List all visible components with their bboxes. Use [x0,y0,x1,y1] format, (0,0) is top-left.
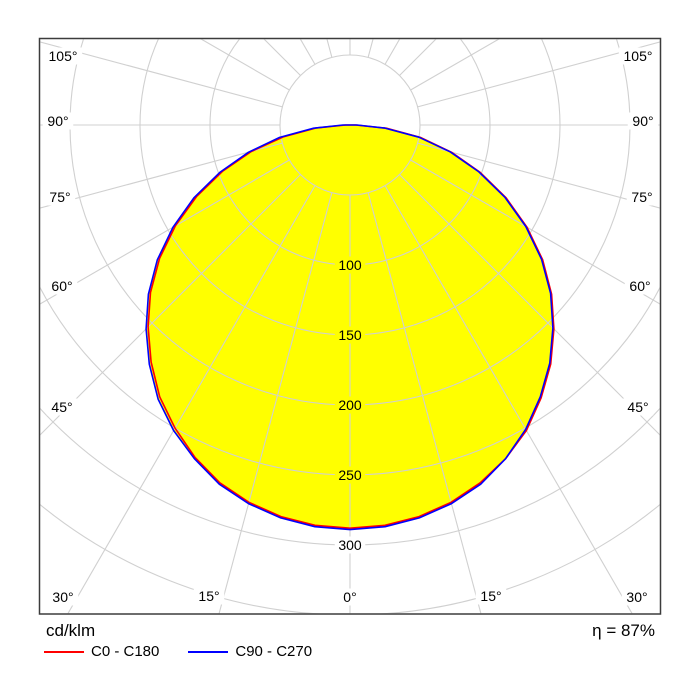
angle-label-0-105°: 105° [49,48,78,64]
angle-label-7-0°: 0° [343,589,356,605]
ring-label-250-halo [334,466,366,484]
angle-label-14-105°-halo [618,47,658,65]
legend-item-c0-c180: C0 - C180 [44,643,159,660]
angle-label-1-90°-halo [42,112,74,130]
grid-spoke-30 [384,185,633,614]
grid-spoke-255 [40,41,283,108]
angle-label-8-15°-halo [475,587,507,605]
ring-label-100: 100 [338,257,362,273]
legend: C0 - C180 C90 - C270 [44,643,341,660]
ring-label-100-halo [334,256,366,274]
ring-label-150: 150 [338,327,362,343]
grid-spoke-45 [399,174,660,436]
angle-label-4-45°-halo [46,398,78,416]
grid-spoke-15 [367,192,482,614]
c0-c180-line-swatch [44,650,84,653]
grid-spoke-195 [326,39,333,58]
angle-label-2-75°-halo [44,188,76,206]
ring-label-200: 200 [338,397,362,413]
angle-label-9-30°: 30° [626,589,647,605]
grid-spoke-60 [410,159,660,305]
c90-c270-line-swatch [188,650,229,653]
angle-label-11-60°: 60° [629,278,650,294]
curve-c90-c270 [145,124,554,531]
grid-spoke-120 [410,39,500,91]
grid-spoke-330 [67,185,316,614]
angle-label-13-90°-halo [627,112,659,130]
angle-label-0-105°-halo [43,47,83,65]
plot-border [38,37,662,615]
angle-label-2-75°: 75° [49,189,70,205]
angle-label-11-60°-halo [624,277,656,295]
angle-label-12-75°: 75° [631,189,652,205]
grid-spoke-165 [367,39,374,58]
angle-label-6-15°-halo [193,587,225,605]
angle-label-10-45°-halo [622,398,654,416]
angle-label-13-90°: 90° [632,113,653,129]
ring-label-200-halo [334,396,366,414]
grid-spoke-285 [40,142,283,209]
angle-label-5-30°-halo [47,588,79,606]
grid-spoke-345 [218,192,333,614]
angle-label-14-105°: 105° [624,48,653,64]
legend-label-c90-c270: C90 - C270 [235,643,313,660]
angle-label-5-30°: 30° [52,589,73,605]
unit-label: cd/klm [46,621,96,640]
angle-label-9-30°-halo [621,588,653,606]
legend-item-c90-c270: C90 - C270 [188,643,312,660]
angle-label-3-60°-halo [46,277,78,295]
angle-label-8-15°: 15° [480,588,501,604]
efficiency-label: η = 87% [592,621,655,640]
angle-label-10-45°: 45° [627,399,648,415]
ring-label-250: 250 [338,467,362,483]
ring-label-300-halo [334,536,366,554]
legend-label-c0-c180: C0 - C180 [91,643,160,660]
angle-label-1-90°: 90° [47,113,68,129]
grid-spoke-300 [40,159,290,305]
grid-spoke-75 [417,142,660,209]
intensity-curves-layer [145,124,555,531]
angle-label-12-75°-halo [626,188,658,206]
angle-label-7-0°-halo [338,588,362,606]
ring-label-300: 300 [338,537,362,553]
angle-label-4-45°: 45° [51,399,72,415]
ring-label-150-halo [334,326,366,344]
angle-label-6-15°: 15° [198,588,219,604]
angle-label-3-60°: 60° [51,278,72,294]
grid-spoke-315 [40,174,301,436]
grid-spoke-105 [417,41,660,108]
grid-spoke-240 [200,39,290,91]
axis-labels-layer: 100 150 200 250 300 105° 90° 75° 60° 45° 30° 15° 0° 1… [42,47,659,606]
